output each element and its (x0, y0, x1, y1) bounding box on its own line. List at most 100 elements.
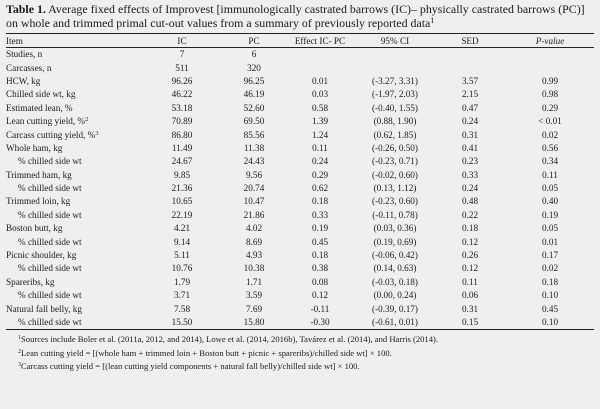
item-label: Chilled side wt, kg (6, 89, 76, 100)
cell-ic: 11.49 (171, 142, 193, 153)
cell-item: Carcass cutting yield, %3 (6, 128, 140, 141)
cell-ic: 9.85 (173, 169, 191, 180)
item-label: Trimmed loin, kg (6, 196, 71, 207)
item-label: Picnic shoulder, kg (6, 250, 77, 261)
cell-ci: (0.88, 1.90) (373, 116, 417, 127)
cell-ci: (-0.11, 0.78) (372, 209, 418, 220)
item-label: % chilled side wt (18, 317, 82, 327)
cell-pvalue: 0.02 (541, 129, 559, 140)
cell-effect: 0.29 (311, 169, 329, 180)
caption-text: Average fixed effects of Improvest [immu… (6, 2, 585, 30)
table-row: % chilled side wt 21.36 20.74 0.62 (0.13, 1.… (6, 182, 594, 195)
cell-ci: (0.14, 0.63) (373, 263, 417, 274)
cell-effect: -0.11 (310, 303, 330, 314)
cell-item: Chilled side wt, kg (6, 88, 140, 101)
table-row: % chilled side wt 9.14 8.69 0.45 (0.19, 0.69… (6, 235, 594, 248)
cell-pc: 69.50 (243, 116, 265, 127)
cell-sed: 2.15 (461, 89, 479, 100)
cell-pvalue: 0.10 (541, 290, 559, 301)
footnote-mark: 2 (18, 348, 21, 355)
cell-sed (434, 61, 506, 74)
table-row: Studies, n 7 6 (6, 48, 594, 62)
cell-ic: 10.65 (171, 196, 193, 207)
cell-ic: 7 (179, 49, 185, 60)
cell-pvalue: 0.99 (541, 75, 559, 86)
cell-ci: (-0.06, 0.42) (372, 250, 418, 261)
item-label: Boston butt, kg (6, 223, 63, 234)
item-label: % chilled side wt (18, 156, 82, 167)
cell-pc: 52.60 (243, 102, 265, 113)
cell-effect (284, 48, 356, 62)
cell-effect (284, 61, 356, 74)
table-row: Picnic shoulder, kg 5.11 4.93 0.18 (-0.06, 0… (6, 249, 594, 262)
cell-item: % chilled side wt (6, 155, 140, 168)
cell-ci: (-0.61, 0.01) (356, 315, 434, 331)
cell-sed: 0.24 (461, 183, 479, 194)
cell-ci (356, 61, 434, 74)
footnote-text: Sources include Boler et al. (2011a, 201… (21, 334, 439, 345)
cell-pc: 3.59 (245, 290, 263, 301)
table-row: % chilled side wt 22.19 21.86 0.33 (-0.11, 0… (6, 209, 594, 222)
item-label: % chilled side wt (18, 263, 82, 274)
cell-item: Whole ham, kg (6, 142, 140, 155)
cell-ic: 4.21 (173, 223, 191, 234)
cell-pvalue: 0.10 (506, 315, 594, 331)
cell-pvalue: 0.56 (541, 142, 559, 153)
header-item: Item (6, 33, 140, 48)
item-label: % chilled side wt (18, 236, 82, 247)
item-footnote-mark: 2 (85, 116, 89, 124)
cell-ci: (0.03, 0.36) (373, 223, 417, 234)
cell-pvalue: 0.11 (542, 169, 558, 180)
data-table: Item IC PC Effect IC- PC 95% CI SED P-va… (6, 33, 594, 331)
cell-item: % chilled side wt (6, 209, 140, 222)
table-row: % chilled side wt 10.76 10.38 0.38 (0.14, 0.… (6, 262, 594, 275)
table-row: Lean cutting yield, %2 70.89 69.50 1.39 (0.8… (6, 115, 594, 128)
cell-pc: 10.38 (243, 263, 265, 274)
table-row: Whole ham, kg 11.49 11.38 0.11 (-0.26, 0.50)… (6, 142, 594, 155)
header-sed: SED (434, 33, 506, 48)
table-row: % chilled side wt 15.50 15.80 -0.30 (-0.61, … (6, 315, 594, 331)
cell-pvalue: 0.34 (541, 156, 559, 167)
cell-ci: (-0.23, 0.60) (372, 196, 418, 207)
cell-pc: 20.74 (243, 183, 265, 194)
cell-pvalue: 0.98 (541, 89, 559, 100)
cell-ci (356, 48, 434, 62)
cell-item: % chilled side wt (6, 315, 140, 331)
cell-ci: (-0.23, 0.71) (372, 156, 418, 167)
cell-pc: 24.43 (243, 156, 265, 167)
cell-pvalue: < 0.01 (538, 116, 562, 127)
cell-effect: 0.33 (311, 209, 329, 220)
cell-ci: (-0.40, 1.55) (372, 102, 418, 113)
cell-sed: 3.57 (461, 75, 479, 86)
footnote-mark: 1 (18, 335, 21, 342)
header-pc: PC (224, 33, 284, 48)
cell-ci: (-0.26, 0.50) (372, 142, 418, 153)
cell-item: % chilled side wt (6, 262, 140, 275)
cell-sed: 0.06 (461, 290, 479, 301)
cell-ic: 21.36 (171, 183, 193, 194)
cell-item: Spareribs, kg (6, 276, 140, 289)
cell-ci: (0.00, 0.24) (373, 290, 417, 301)
cell-item: % chilled side wt (6, 289, 140, 302)
cell-ic: 15.50 (140, 315, 224, 331)
cell-effect: 0.18 (311, 196, 329, 207)
cell-ic: 53.18 (171, 102, 193, 113)
cell-sed: 0.12 (461, 263, 479, 274)
cell-sed: 0.18 (461, 223, 479, 234)
header-effect: Effect IC- PC (284, 33, 356, 48)
cell-ic: 5.11 (174, 250, 190, 261)
cell-ic: 9.14 (173, 236, 191, 247)
cell-pc: 6 (251, 49, 257, 60)
cell-effect: 0.38 (311, 263, 329, 274)
footnote-text: Carcass cutting yield = [(lean cutting y… (21, 361, 360, 372)
item-label: Spareribs, kg (6, 276, 55, 287)
table-row: Estimated lean, % 53.18 52.60 0.58 (-0.40, 1… (6, 102, 594, 115)
footnote: 3Carcass cutting yield = [(lean cutting … (18, 360, 594, 374)
table-row: Boston butt, kg 4.21 4.02 0.19 (0.03, 0.36) 0… (6, 222, 594, 235)
table-row: Spareribs, kg 1.79 1.71 0.08 (-0.03, 0.18) 0.… (6, 276, 594, 289)
cell-effect: 0.03 (311, 89, 329, 100)
cell-effect: 0.58 (311, 102, 329, 113)
cell-effect: 0.01 (311, 75, 329, 86)
cell-ic: 7.58 (173, 303, 191, 314)
item-label: % chilled side wt (18, 209, 82, 220)
